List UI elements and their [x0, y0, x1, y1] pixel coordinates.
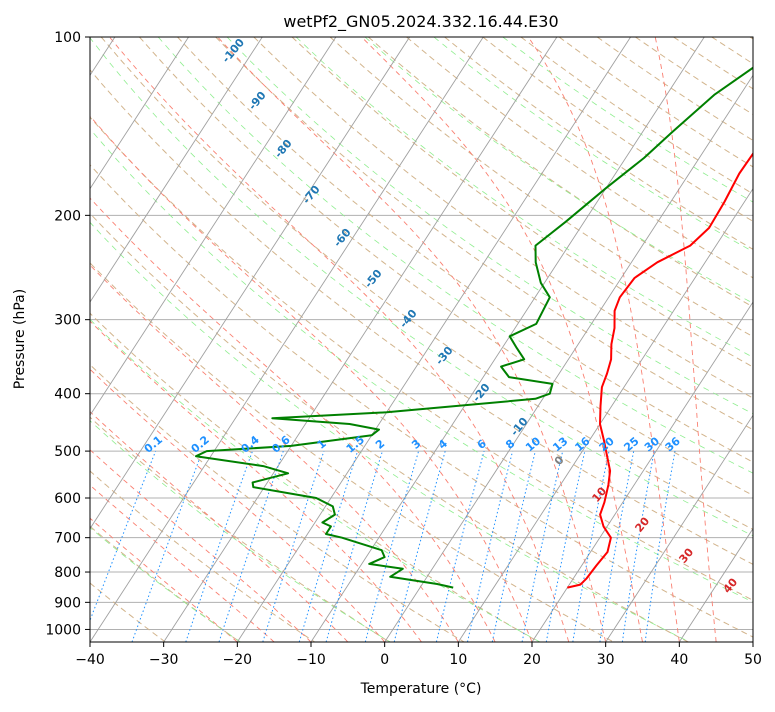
y-tick-label: 400 [54, 387, 81, 403]
x-axis-label: Temperature (°C) [360, 681, 482, 697]
plot-background [90, 37, 753, 642]
y-tick-label: 900 [54, 595, 81, 611]
x-tick-label: −20 [223, 652, 253, 668]
x-tick-label: 30 [597, 652, 615, 668]
x-tick-label: −40 [75, 652, 105, 668]
x-tick-label: −10 [296, 652, 326, 668]
y-tick-label: 300 [54, 313, 81, 329]
y-tick-label: 1000 [45, 622, 81, 638]
y-axis-label: Pressure (hPa) [12, 289, 28, 389]
x-tick-label: 10 [449, 652, 467, 668]
x-tick-label: 40 [670, 652, 688, 668]
x-tick-label: 0 [380, 652, 389, 668]
chart-title: wetPf2_GN05.2024.332.16.44.E30 [283, 12, 558, 32]
y-tick-label: 700 [54, 531, 81, 547]
x-tick-label: 20 [523, 652, 541, 668]
y-tick-label: 100 [54, 30, 81, 46]
y-tick-label: 800 [54, 565, 81, 581]
x-tick-label: 50 [744, 652, 762, 668]
y-tick-label: 600 [54, 491, 81, 507]
y-tick-label: 500 [54, 444, 81, 460]
x-tick-label: −30 [149, 652, 179, 668]
y-tick-label: 200 [54, 208, 81, 224]
